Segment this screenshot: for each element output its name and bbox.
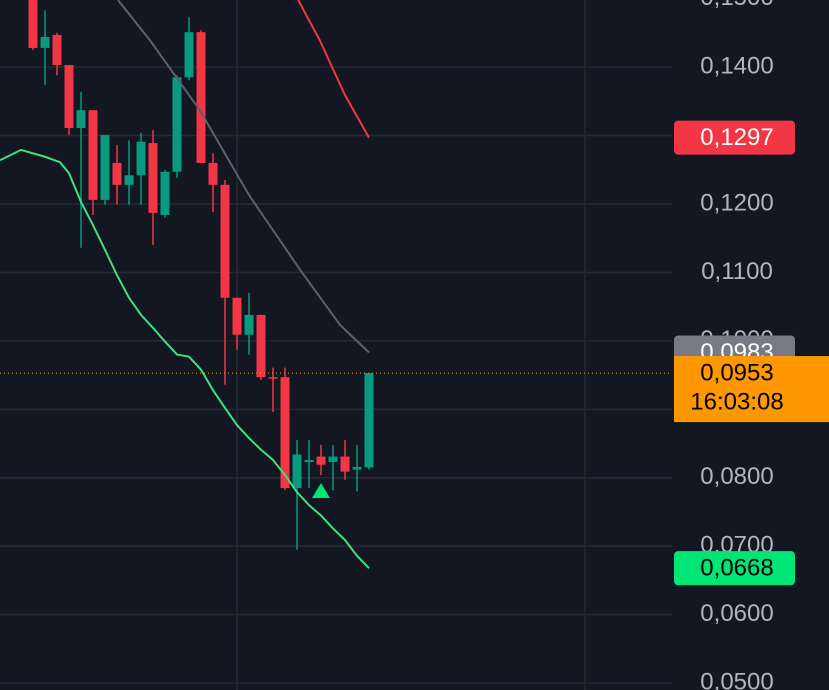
candle-body: [208, 162, 218, 185]
y-tick-label: 0,1200: [700, 189, 773, 216]
y-tick-label: 0,1500: [700, 0, 773, 11]
price-axis: 0,15000,14000,13000,12000,11000,10000,09…: [674, 0, 829, 690]
price-badge-label: 0,1297: [700, 124, 773, 151]
candle-body: [256, 314, 266, 378]
price-badge-label: 0,0953: [700, 359, 773, 386]
price-badge: [674, 120, 795, 155]
candle-body: [292, 454, 302, 489]
candle-body: [112, 162, 122, 185]
candle-body: [364, 373, 374, 468]
candle-body: [136, 141, 146, 176]
candle-body: [244, 314, 254, 335]
price-badge: [674, 551, 795, 586]
y-tick-label: 0,0800: [700, 463, 773, 490]
candle-body: [184, 32, 194, 78]
candle-body: [304, 460, 314, 463]
countdown-label: 16:03:08: [690, 388, 783, 415]
candle-body: [64, 65, 74, 129]
candle-body: [160, 171, 170, 215]
candle-body: [52, 34, 62, 66]
candle-body: [340, 456, 350, 472]
candle-body: [220, 184, 230, 298]
plot-area: [0, 0, 672, 569]
y-tick-label: 0,1100: [701, 258, 773, 285]
price-badge: [674, 356, 829, 423]
candle-body: [28, 0, 38, 48]
candle-body: [172, 77, 182, 172]
moving-average-line: [0, 148, 370, 569]
candle-body: [148, 143, 158, 213]
buy-signal: [312, 483, 330, 498]
candle-body: [124, 175, 134, 185]
candle-body: [40, 36, 50, 48]
candle-body: [352, 466, 362, 470]
candle-body: [316, 456, 326, 465]
candle-body: [76, 110, 86, 129]
price-badge-label: 0,0668: [700, 554, 773, 581]
moving-average-line: [297, 0, 370, 139]
y-tick-label: 0,0500: [700, 668, 773, 690]
y-tick-label: 0,0600: [700, 600, 773, 627]
candle-body: [232, 297, 242, 335]
candle-body: [88, 110, 98, 200]
candle-body: [268, 377, 278, 379]
candle-body: [328, 456, 338, 463]
candle-body: [100, 134, 110, 200]
y-tick-label: 0,1400: [700, 52, 773, 79]
candle-body: [280, 377, 290, 489]
moving-average-line: [117, 0, 370, 354]
candle-body: [196, 32, 206, 163]
